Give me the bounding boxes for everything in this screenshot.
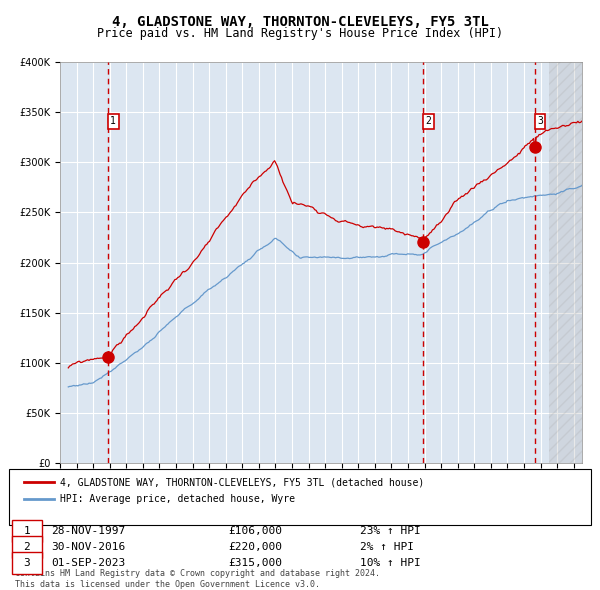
Text: 1: 1 <box>110 116 116 126</box>
Text: 3: 3 <box>537 116 543 126</box>
Text: 2: 2 <box>425 116 431 126</box>
Text: £315,000: £315,000 <box>228 558 282 568</box>
Text: 01-SEP-2023: 01-SEP-2023 <box>51 558 125 568</box>
Text: Contains HM Land Registry data © Crown copyright and database right 2024.
This d: Contains HM Land Registry data © Crown c… <box>15 569 380 589</box>
Text: £220,000: £220,000 <box>228 542 282 552</box>
Text: 3: 3 <box>23 558 31 568</box>
Text: 4, GLADSTONE WAY, THORNTON-CLEVELEYS, FY5 3TL: 4, GLADSTONE WAY, THORNTON-CLEVELEYS, FY… <box>112 15 488 29</box>
Text: 23% ↑ HPI: 23% ↑ HPI <box>360 526 421 536</box>
Text: 2% ↑ HPI: 2% ↑ HPI <box>360 542 414 552</box>
Bar <box>549 62 582 463</box>
Text: 4, GLADSTONE WAY, THORNTON-CLEVELEYS, FY5 3TL (detached house): 4, GLADSTONE WAY, THORNTON-CLEVELEYS, FY… <box>60 477 424 487</box>
Text: 30-NOV-2016: 30-NOV-2016 <box>51 542 125 552</box>
Text: 28-NOV-1997: 28-NOV-1997 <box>51 526 125 536</box>
Text: 10% ↑ HPI: 10% ↑ HPI <box>360 558 421 568</box>
Text: 2: 2 <box>23 542 31 552</box>
Text: £106,000: £106,000 <box>228 526 282 536</box>
Text: 1: 1 <box>23 526 31 536</box>
Text: HPI: Average price, detached house, Wyre: HPI: Average price, detached house, Wyre <box>60 494 295 503</box>
Text: Price paid vs. HM Land Registry's House Price Index (HPI): Price paid vs. HM Land Registry's House … <box>97 27 503 40</box>
